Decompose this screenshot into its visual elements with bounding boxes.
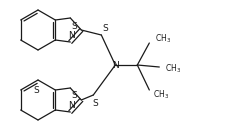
Text: CH$_3$: CH$_3$ (153, 89, 169, 101)
Text: N: N (68, 31, 75, 39)
Text: S: S (33, 86, 39, 94)
Text: N: N (68, 101, 75, 109)
Text: N: N (112, 60, 119, 69)
Text: CH$_3$: CH$_3$ (155, 33, 171, 45)
Text: S: S (72, 22, 77, 31)
Text: CH$_3$: CH$_3$ (165, 63, 181, 75)
Text: S: S (72, 92, 77, 101)
Text: S: S (102, 24, 108, 32)
Text: S: S (92, 99, 98, 108)
